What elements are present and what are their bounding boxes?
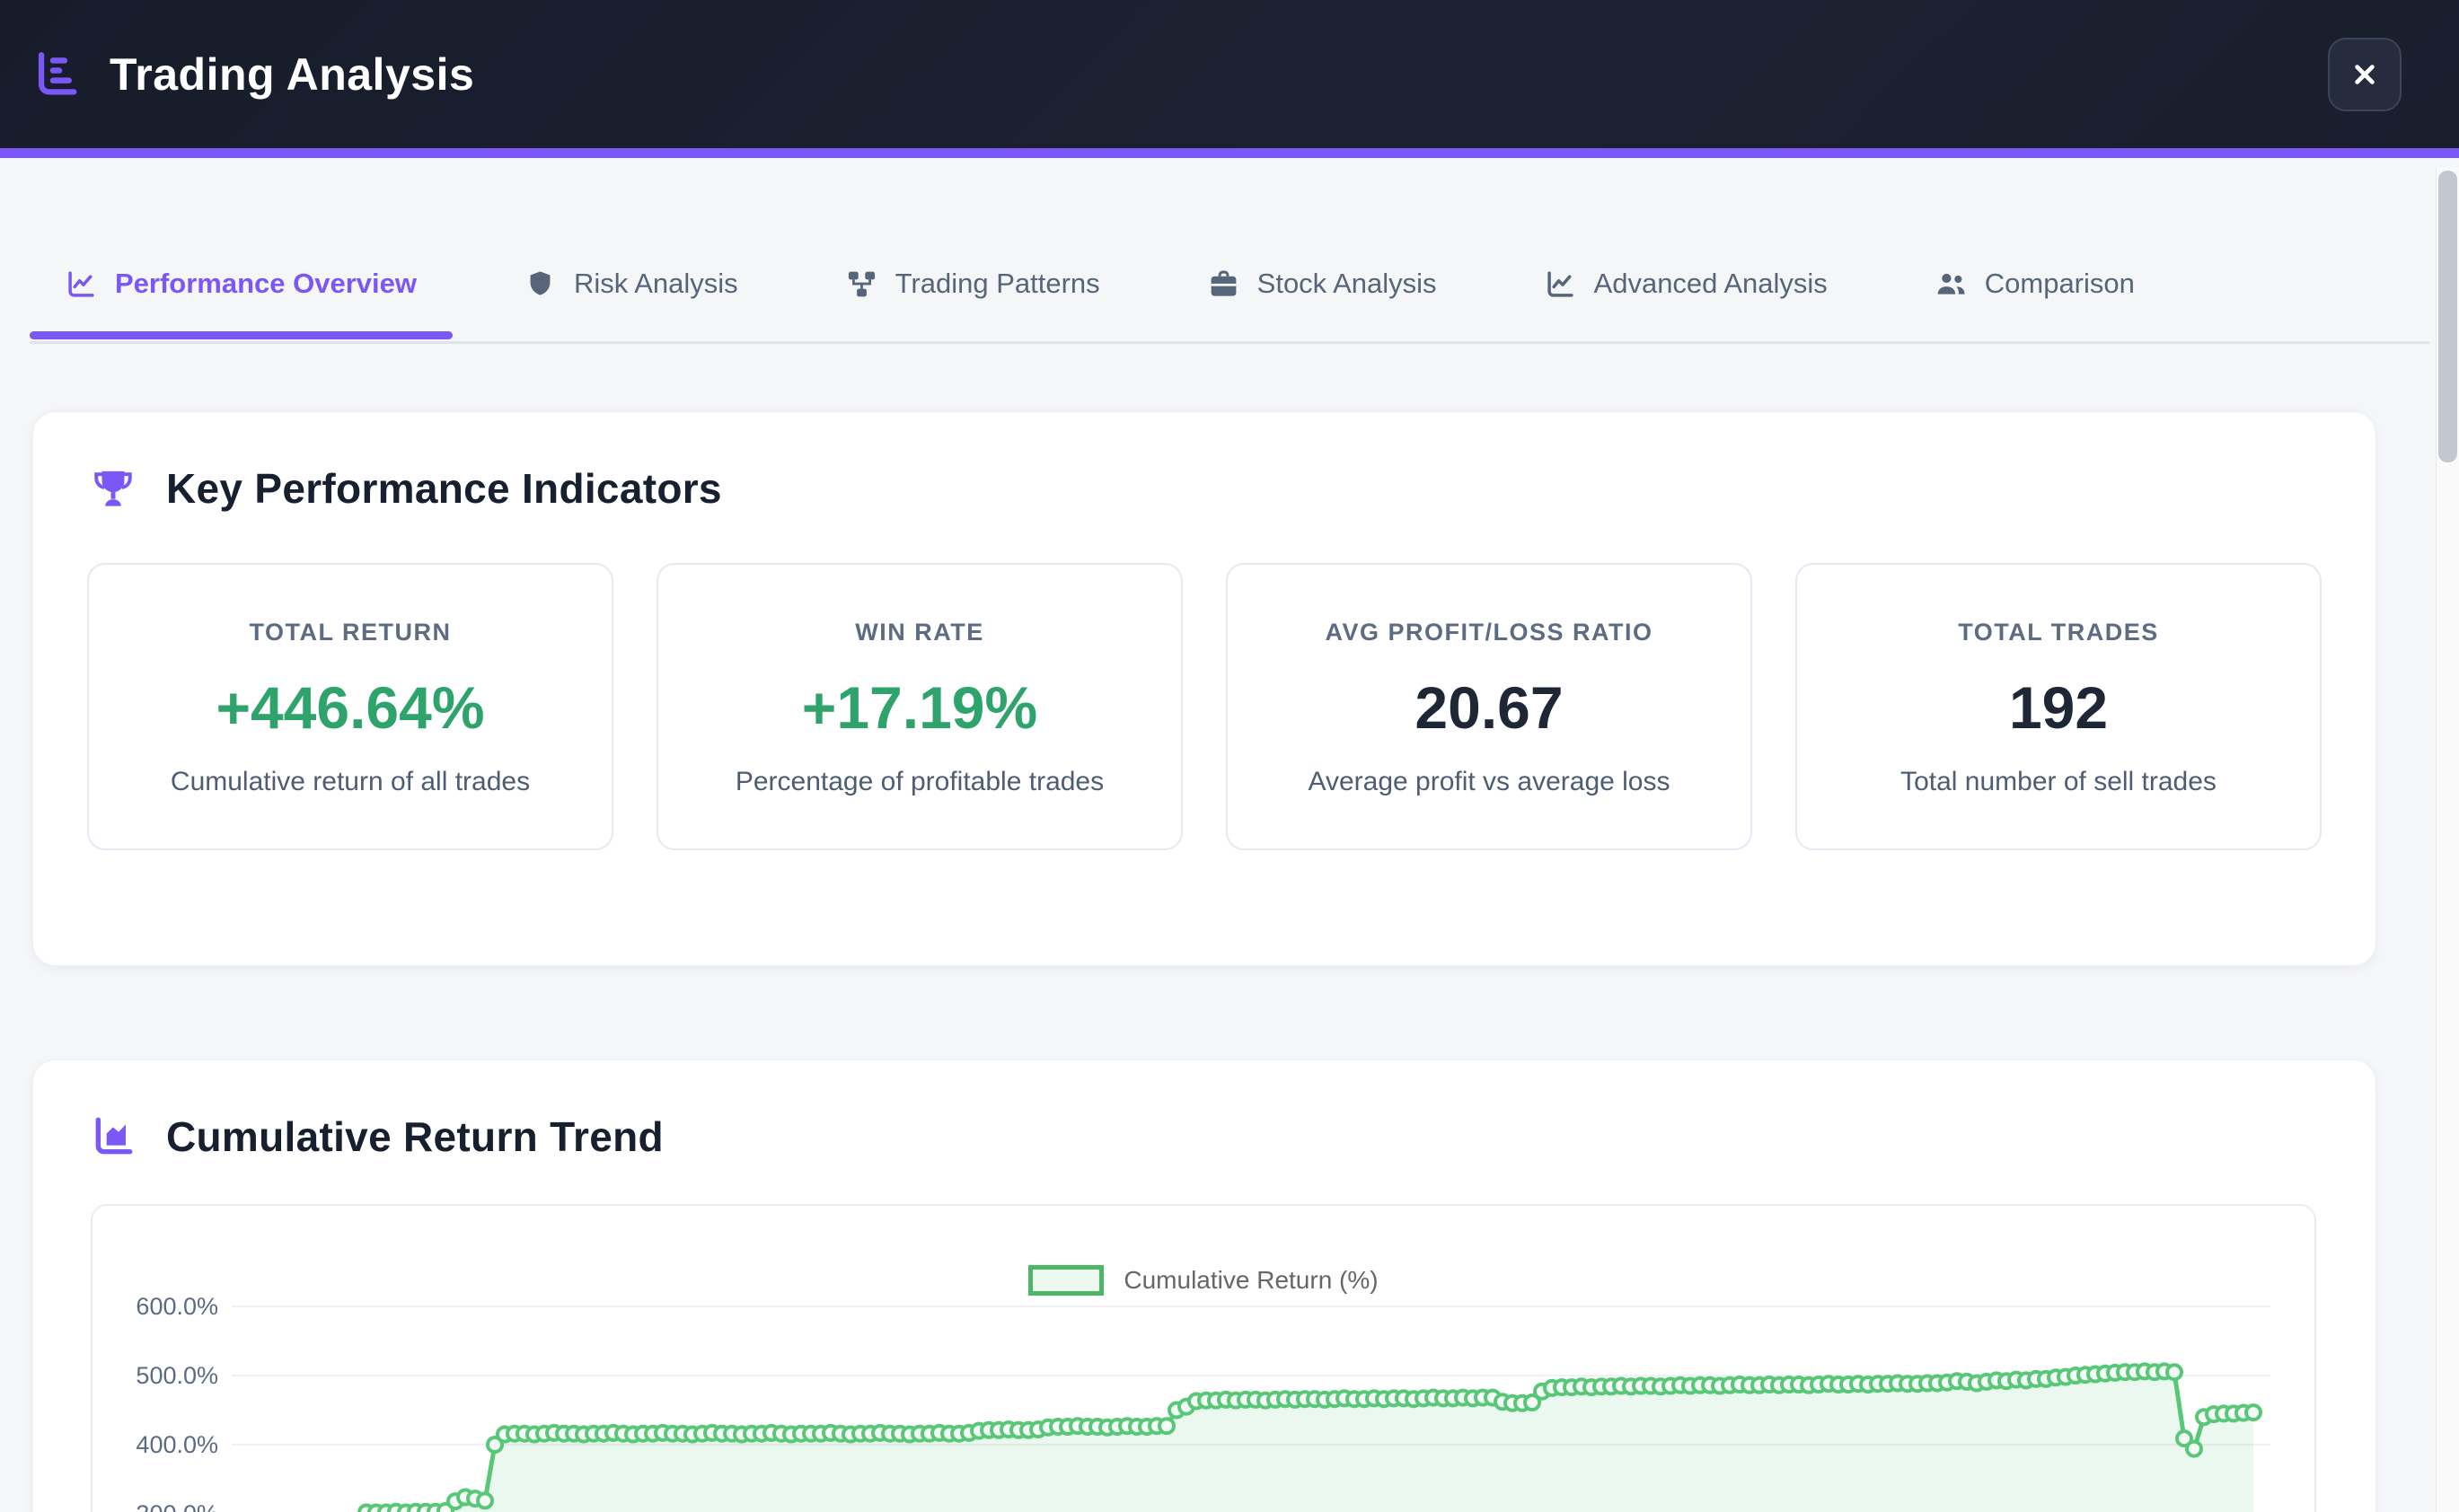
kpi-description: Percentage of profitable trades xyxy=(735,767,1105,796)
kpi-card-avg-profit-loss-ratio: AVG PROFIT/LOSS RATIO 20.67 Average prof… xyxy=(1226,563,1752,850)
kpi-description: Cumulative return of all trades xyxy=(170,767,531,796)
y-axis-label: 400.0% xyxy=(136,1431,218,1458)
trophy-icon xyxy=(94,470,132,506)
chart-line-icon xyxy=(68,270,94,297)
close-button[interactable] xyxy=(2328,38,2402,111)
shield-icon xyxy=(530,270,551,295)
kpi-description: Average profit vs average loss xyxy=(1308,767,1670,796)
diagram-project-icon xyxy=(848,271,875,296)
scrollbar-thumb[interactable] xyxy=(2438,171,2457,462)
trend-section-header: Cumulative Return Trend xyxy=(33,1060,2375,1161)
kpi-value: +446.64% xyxy=(216,674,485,741)
chart-legend[interactable]: Cumulative Return (%) xyxy=(93,1265,2314,1296)
area-chart-icon xyxy=(95,1117,133,1155)
kpi-section: Key Performance Indicators TOTAL RETURN … xyxy=(32,411,2376,966)
scrollbar-track[interactable] xyxy=(2436,168,2459,1512)
tab-label: Advanced Analysis xyxy=(1593,268,1828,299)
kpi-label: TOTAL RETURN xyxy=(249,619,452,646)
kpi-grid: TOTAL RETURN +446.64% Cumulative return … xyxy=(87,563,2322,850)
tab-label: Stock Analysis xyxy=(1256,268,1437,299)
briefcase-icon xyxy=(1211,270,1237,296)
tab-trading-patterns[interactable]: Trading Patterns xyxy=(810,255,1136,327)
tab-bar: Performance Overview Risk Analysis Tradi… xyxy=(30,241,2429,344)
kpi-card-win-rate: WIN RATE +17.19% Percentage of profitabl… xyxy=(657,563,1183,850)
trend-section: Cumulative Return Trend Cumulative Retur… xyxy=(32,1059,2376,1512)
bar-chart-icon xyxy=(38,51,77,94)
kpi-section-title: Key Performance Indicators xyxy=(166,465,722,512)
tab-label: Comparison xyxy=(1984,268,2135,299)
users-icon xyxy=(1937,273,1965,294)
kpi-label: TOTAL TRADES xyxy=(1958,619,2159,646)
y-axis-label: 500.0% xyxy=(136,1362,218,1389)
tab-risk-analysis[interactable]: Risk Analysis xyxy=(489,255,774,327)
trend-section-title: Cumulative Return Trend xyxy=(166,1113,664,1160)
legend-label: Cumulative Return (%) xyxy=(1124,1266,1379,1294)
close-icon xyxy=(2355,65,2375,84)
kpi-label: AVG PROFIT/LOSS RATIO xyxy=(1325,619,1653,646)
kpi-label: WIN RATE xyxy=(855,619,984,646)
tab-comparison[interactable]: Comparison xyxy=(1899,255,2171,327)
kpi-value: +17.19% xyxy=(801,674,1038,741)
y-axis-label: 300.0% xyxy=(93,1499,218,1512)
tab-advanced-analysis[interactable]: Advanced Analysis xyxy=(1509,255,1864,327)
kpi-value: 192 xyxy=(2008,674,2109,741)
kpi-description: Total number of sell trades xyxy=(1900,767,2217,796)
chart-line-icon xyxy=(1547,270,1573,297)
cumulative-return-chart[interactable] xyxy=(232,1278,2288,1512)
cumulative-return-chart-card: Cumulative Return (%) 600.0% 500.0% 400.0%… xyxy=(91,1204,2316,1512)
kpi-card-total-return: TOTAL RETURN +446.64% Cumulative return … xyxy=(87,563,613,850)
y-axis-label: 600.0% xyxy=(136,1293,218,1320)
app-header: Trading Analysis xyxy=(0,0,2459,158)
kpi-card-total-trades: TOTAL TRADES 192 Total number of sell tr… xyxy=(1795,563,2322,850)
kpi-value: 20.67 xyxy=(1415,674,1564,741)
tab-label: Trading Patterns xyxy=(895,268,1100,299)
tab-label: Performance Overview xyxy=(115,268,418,299)
tab-stock-analysis[interactable]: Stock Analysis xyxy=(1172,255,1473,327)
tab-label: Risk Analysis xyxy=(574,268,738,299)
kpi-section-header: Key Performance Indicators xyxy=(33,412,2375,513)
legend-swatch xyxy=(1028,1265,1105,1296)
app-title: Trading Analysis xyxy=(110,48,475,100)
tab-performance-overview[interactable]: Performance Overview xyxy=(30,255,454,339)
